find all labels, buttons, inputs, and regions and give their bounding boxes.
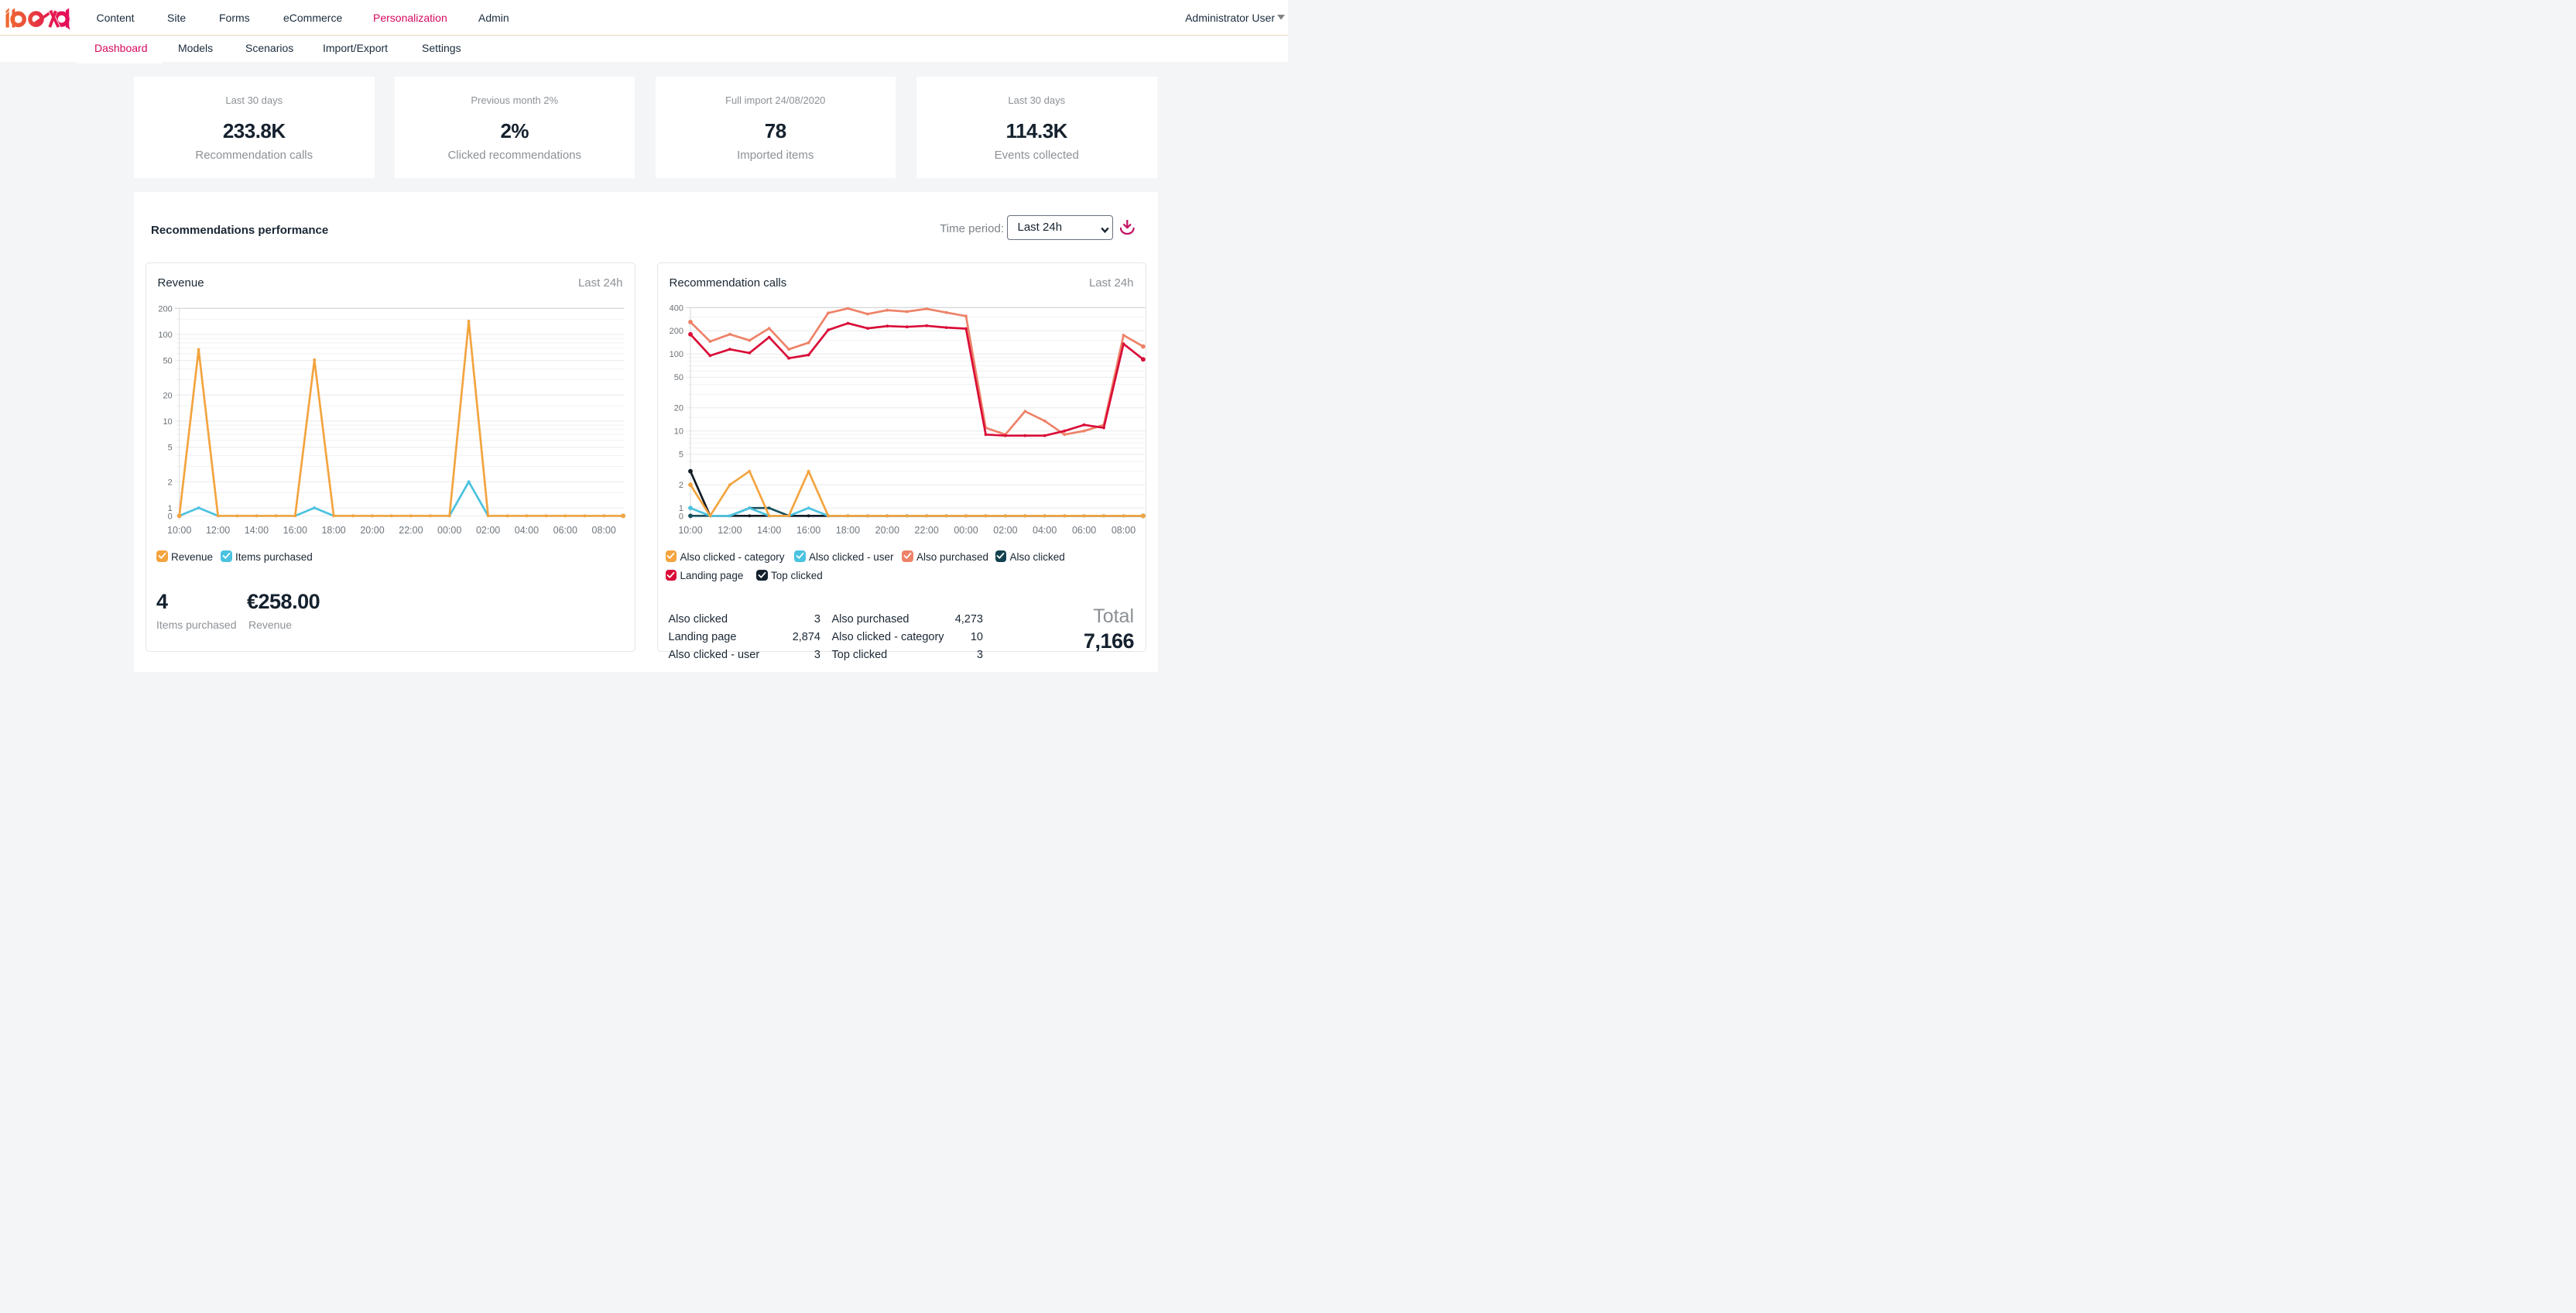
svg-text:08:00: 08:00: [1111, 525, 1135, 536]
svg-text:50: 50: [673, 373, 683, 382]
svg-text:10:00: 10:00: [678, 525, 702, 536]
svg-text:10: 10: [163, 417, 172, 427]
svg-text:10:00: 10:00: [167, 525, 191, 536]
svg-text:16:00: 16:00: [796, 525, 820, 536]
svg-text:200: 200: [158, 304, 172, 314]
svg-text:20: 20: [163, 391, 172, 400]
svg-text:06:00: 06:00: [1071, 525, 1095, 536]
svg-text:20:00: 20:00: [360, 525, 384, 536]
svg-text:200: 200: [669, 327, 683, 336]
svg-text:14:00: 14:00: [757, 525, 781, 536]
svg-text:20:00: 20:00: [875, 525, 899, 536]
svg-text:1: 1: [678, 504, 683, 513]
svg-text:12:00: 12:00: [205, 525, 229, 536]
svg-text:5: 5: [167, 444, 172, 453]
svg-text:0: 0: [678, 512, 683, 521]
svg-text:00:00: 00:00: [437, 525, 461, 536]
svg-text:20: 20: [673, 404, 683, 413]
svg-text:06:00: 06:00: [553, 525, 577, 536]
svg-text:100: 100: [158, 331, 172, 340]
svg-text:14:00: 14:00: [244, 525, 268, 536]
svg-text:12:00: 12:00: [718, 525, 742, 536]
svg-text:5: 5: [678, 451, 683, 460]
svg-text:02:00: 02:00: [475, 525, 499, 536]
svg-text:04:00: 04:00: [1033, 525, 1057, 536]
svg-text:18:00: 18:00: [321, 525, 345, 536]
svg-text:100: 100: [669, 350, 683, 359]
svg-text:0: 0: [167, 512, 172, 521]
svg-text:50: 50: [163, 357, 172, 366]
svg-text:400: 400: [669, 303, 683, 313]
svg-text:22:00: 22:00: [914, 525, 938, 536]
svg-text:10: 10: [673, 427, 683, 437]
svg-text:1: 1: [167, 504, 172, 513]
svg-text:22:00: 22:00: [399, 525, 423, 536]
svg-text:16:00: 16:00: [283, 525, 307, 536]
svg-text:2: 2: [678, 481, 683, 490]
svg-text:08:00: 08:00: [591, 525, 615, 536]
svg-text:2: 2: [167, 478, 172, 487]
svg-text:02:00: 02:00: [993, 525, 1017, 536]
svg-text:04:00: 04:00: [514, 525, 538, 536]
svg-text:18:00: 18:00: [835, 525, 859, 536]
svg-text:00:00: 00:00: [954, 525, 978, 536]
